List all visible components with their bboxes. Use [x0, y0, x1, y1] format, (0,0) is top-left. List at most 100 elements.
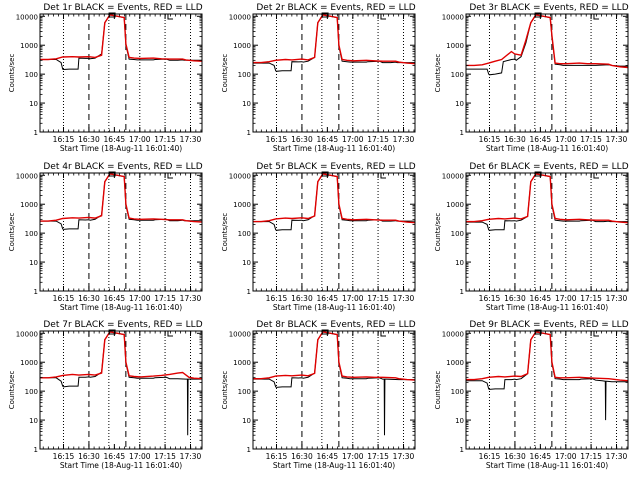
- x-tick-label: 16:45: [530, 135, 552, 144]
- plot-frame: [252, 172, 416, 292]
- chart-title: Det 4r BLACK = Events, RED = LLD: [43, 162, 202, 172]
- x-tick-label: 17:00: [129, 452, 151, 461]
- y-tick-label: 10000: [442, 172, 464, 180]
- x-tick-label: 17:30: [606, 294, 628, 303]
- x-tick-label: 17:00: [342, 135, 364, 144]
- series-events-line: [466, 14, 628, 76]
- chart-panel-9: Det 9r BLACK = Events, RED = LLD 1 10 100 10…: [434, 320, 629, 470]
- series-events-line: [40, 331, 202, 436]
- x-tick-label: 17:15: [154, 452, 176, 461]
- plot-frame: [465, 330, 629, 450]
- y-tick-label: 10: [242, 100, 251, 108]
- y-tick-label: 1: [460, 288, 464, 296]
- chart-panel-8: Det 8r BLACK = Events, RED = LLD 1 10 100 10…: [221, 320, 416, 470]
- state-marker: [167, 173, 173, 179]
- x-tick-label: 16:15: [53, 452, 75, 461]
- chart-panel-3: Det 3r BLACK = Events, RED = LLD 1 10 100 10…: [434, 3, 629, 153]
- x-axis-label: Start Time (18-Aug-11 16:01:40): [486, 144, 608, 153]
- x-tick-label: 17:30: [393, 452, 415, 461]
- chart-panel-4: Det 4r BLACK = Events, RED = LLD 1 10 100 10…: [8, 162, 203, 312]
- x-tick-label: 17:30: [606, 452, 628, 461]
- x-tick-label: 16:15: [53, 135, 75, 144]
- y-tick-label: 100: [451, 71, 464, 79]
- series-events-line: [466, 331, 628, 421]
- y-tick-label: 100: [25, 388, 38, 396]
- y-tick-label: 10: [29, 259, 38, 267]
- plot-frame: [39, 172, 203, 292]
- plot-frame: [465, 13, 629, 133]
- x-tick-label: 16:45: [104, 294, 126, 303]
- chart-title: Det 7r BLACK = Events, RED = LLD: [43, 320, 202, 330]
- y-tick-label: 1000: [20, 42, 38, 50]
- x-tick-label: 17:15: [580, 452, 602, 461]
- x-tick-label: 17:15: [154, 294, 176, 303]
- x-tick-label: 17:30: [393, 135, 415, 144]
- y-axis-label: Counts/sec: [434, 371, 442, 410]
- plot-frame: [39, 330, 203, 450]
- x-tick-label: 16:45: [104, 135, 126, 144]
- y-tick-label: 100: [238, 388, 251, 396]
- y-tick-label: 100: [238, 71, 251, 79]
- series-lld-line: [253, 14, 415, 65]
- state-marker: [593, 173, 599, 179]
- series-events-line: [253, 331, 415, 436]
- series-lld-line: [40, 331, 202, 380]
- y-tick-label: 1: [34, 446, 38, 454]
- x-tick-label: 17:30: [180, 452, 202, 461]
- y-tick-label: 10: [29, 417, 38, 425]
- x-tick-label: 16:30: [291, 452, 313, 461]
- x-tick-label: 17:15: [367, 135, 389, 144]
- y-tick-label: 100: [451, 388, 464, 396]
- y-tick-label: 1000: [20, 359, 38, 367]
- x-tick-label: 17:15: [580, 135, 602, 144]
- y-axis-label: Counts/sec: [8, 54, 16, 93]
- x-tick-label: 16:30: [78, 452, 100, 461]
- chart-panel-5: Det 5r BLACK = Events, RED = LLD 1 10 100 10…: [221, 162, 416, 312]
- series-events-line: [253, 173, 415, 231]
- x-tick-label: 16:30: [504, 135, 526, 144]
- x-tick-label: 16:15: [479, 135, 501, 144]
- x-axis-label: Start Time (18-Aug-11 16:01:40): [273, 461, 395, 470]
- x-axis-label: Start Time (18-Aug-11 16:01:40): [60, 303, 182, 312]
- state-marker: [380, 14, 386, 20]
- x-tick-label: 17:00: [342, 294, 364, 303]
- y-tick-label: 100: [451, 230, 464, 238]
- series-lld-line: [466, 331, 628, 382]
- x-tick-label: 17:00: [129, 135, 151, 144]
- chart-title: Det 6r BLACK = Events, RED = LLD: [469, 162, 628, 172]
- y-tick-label: 10000: [442, 330, 464, 338]
- x-tick-label: 16:45: [530, 294, 552, 303]
- y-tick-label: 10000: [229, 13, 251, 21]
- y-tick-label: 1: [460, 129, 464, 137]
- chart-panel-6: Det 6r BLACK = Events, RED = LLD 1 10 100 10…: [434, 162, 629, 312]
- x-tick-label: 16:30: [504, 294, 526, 303]
- state-marker: [167, 331, 173, 337]
- y-tick-label: 100: [25, 71, 38, 79]
- series-events-line: [40, 173, 202, 230]
- x-tick-label: 17:15: [367, 294, 389, 303]
- y-tick-label: 10: [242, 417, 251, 425]
- y-tick-label: 1000: [233, 359, 251, 367]
- x-tick-label: 16:15: [266, 452, 288, 461]
- x-tick-label: 16:45: [317, 452, 339, 461]
- series-lld-line: [40, 14, 202, 62]
- x-axis-label: Start Time (18-Aug-11 16:01:40): [60, 461, 182, 470]
- series-events-line: [466, 173, 628, 231]
- x-tick-label: 16:30: [291, 294, 313, 303]
- y-axis-label: Counts/sec: [221, 213, 229, 252]
- x-tick-label: 17:00: [342, 452, 364, 461]
- y-axis-label: Counts/sec: [434, 54, 442, 93]
- y-axis-label: Counts/sec: [221, 371, 229, 410]
- x-tick-label: 16:15: [266, 294, 288, 303]
- y-tick-label: 1000: [446, 42, 464, 50]
- y-tick-label: 1: [247, 129, 251, 137]
- series-lld-line: [40, 173, 202, 223]
- x-tick-label: 16:45: [317, 135, 339, 144]
- x-axis-label: Start Time (18-Aug-11 16:01:40): [273, 144, 395, 153]
- y-tick-label: 100: [25, 230, 38, 238]
- y-tick-label: 10000: [229, 172, 251, 180]
- x-tick-label: 17:30: [393, 294, 415, 303]
- plot-frame: [465, 172, 629, 292]
- y-tick-label: 1000: [233, 42, 251, 50]
